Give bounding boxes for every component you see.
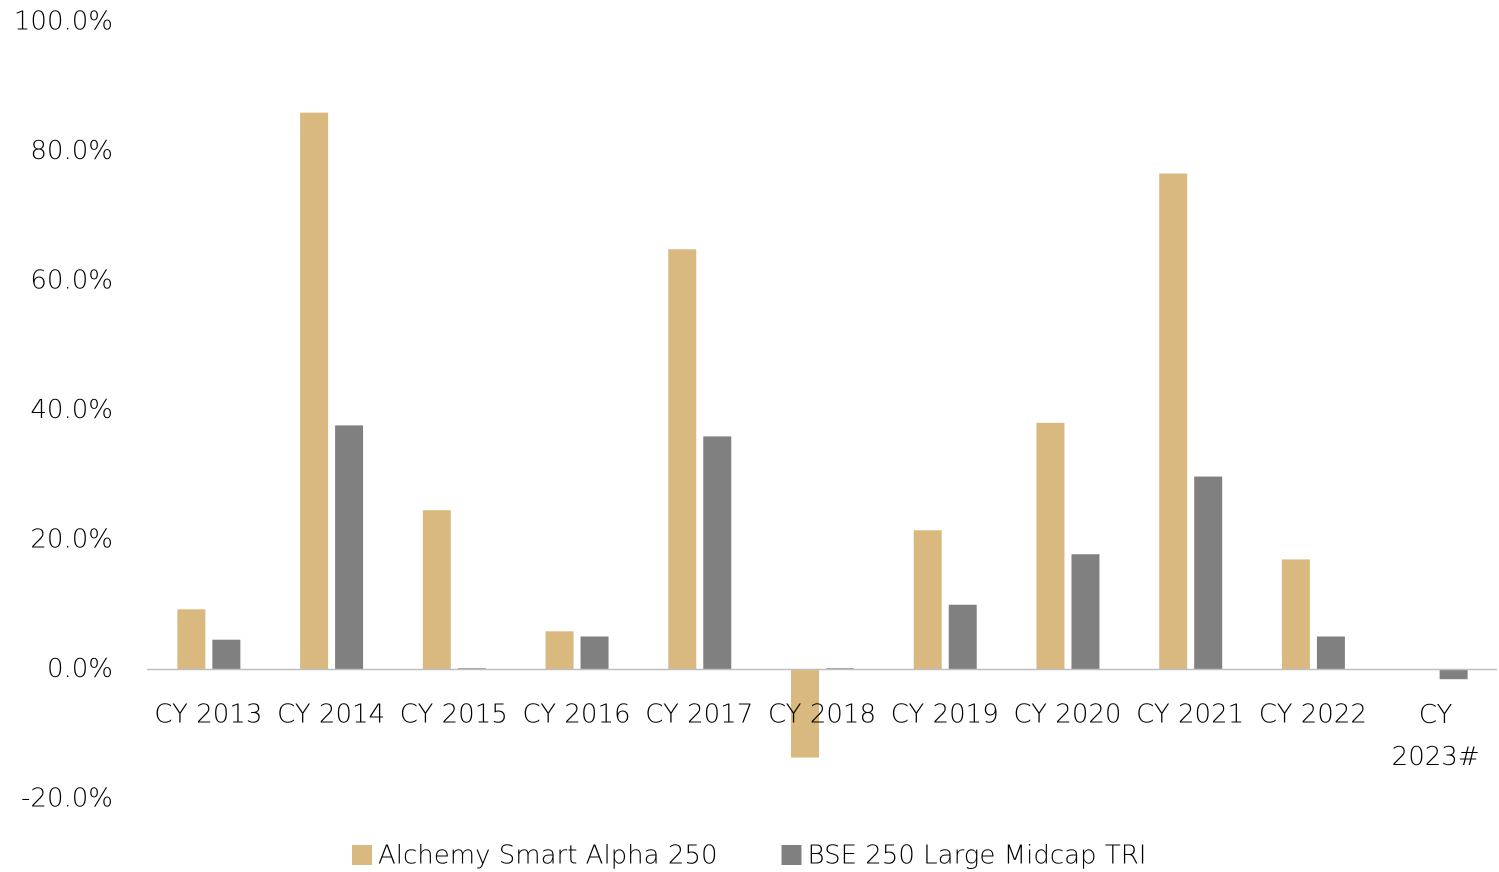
bar [177, 609, 206, 670]
legend-swatch [781, 845, 802, 865]
legend-label: BSE 250 Large Midcap TRI [808, 841, 1147, 871]
x-tick-label: CY 2023# [1392, 700, 1480, 772]
bar [545, 631, 574, 670]
x-tick-label: CY 2022 [1259, 700, 1367, 730]
bar [1281, 559, 1310, 670]
x-tick-label: CY 2016 [523, 700, 631, 730]
legend-label: Alchemy Smart Alpha 250 [378, 841, 718, 871]
y-tick-label: 20.0% [30, 525, 113, 555]
y-tick-label: 0.0% [47, 654, 113, 684]
bar [1439, 669, 1468, 680]
bar [580, 636, 609, 670]
y-tick-label: 80.0% [30, 136, 113, 166]
x-tick-label: CY 2019 [891, 700, 999, 730]
bar [422, 510, 451, 670]
x-tick-label: CY 2018 [768, 700, 876, 730]
x-tick-label: CY 2015 [400, 700, 508, 730]
bar [212, 639, 241, 670]
bar [1159, 173, 1188, 670]
x-tick-label: CY 2021 [1136, 700, 1244, 730]
x-tick-label: CY 2020 [1013, 700, 1121, 730]
bar [1071, 554, 1100, 670]
bar [948, 604, 977, 670]
x-tick-label: CY 2013 [154, 700, 262, 730]
bar [668, 249, 697, 670]
bar [335, 425, 364, 670]
legend-swatch [352, 845, 372, 865]
y-tick-label: -20.0% [21, 784, 113, 814]
bar [1194, 476, 1223, 670]
bar [791, 669, 819, 758]
bar [1316, 636, 1345, 670]
bar [300, 112, 329, 670]
bar [703, 436, 732, 670]
y-tick-label: 100.0% [14, 7, 113, 37]
bar [1036, 422, 1065, 670]
bar [913, 530, 942, 670]
y-tick-label: 40.0% [30, 395, 113, 425]
x-tick-label: CY 2017 [645, 700, 753, 730]
y-tick-label: 60.0% [30, 266, 113, 296]
x-tick-label: CY 2014 [277, 700, 385, 730]
